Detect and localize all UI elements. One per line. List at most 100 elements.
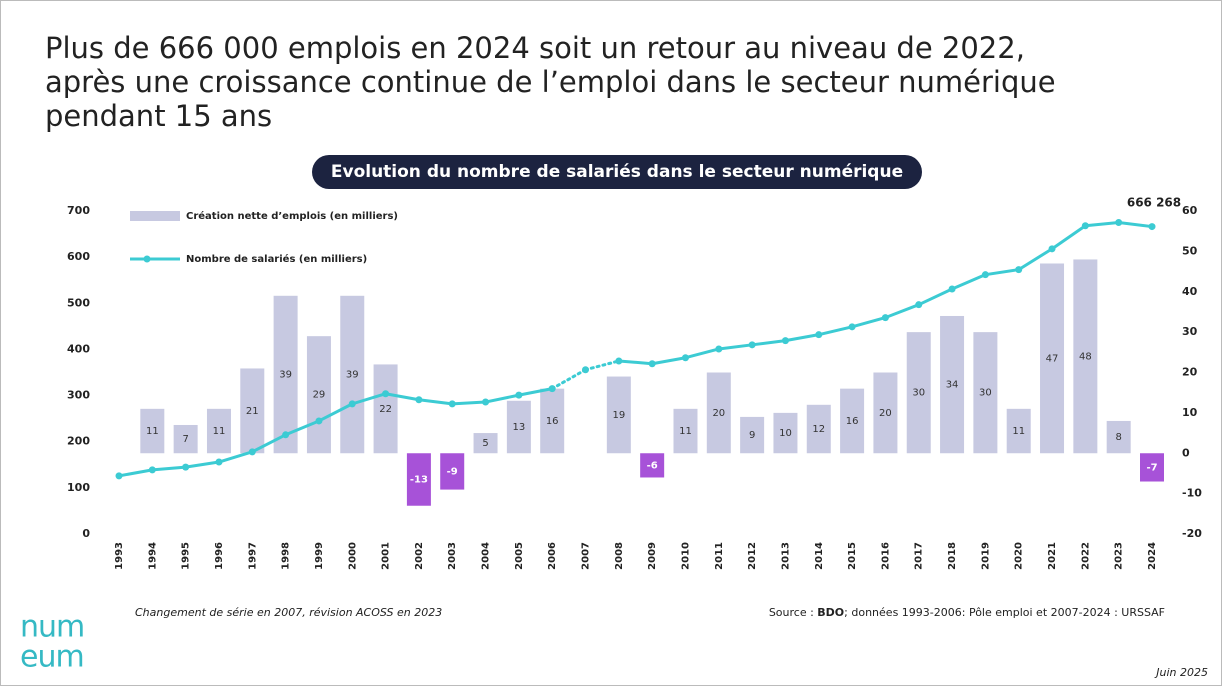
bar xyxy=(173,424,198,454)
value-label: 47 xyxy=(1046,353,1059,364)
x-tick-label: 2007 xyxy=(581,542,592,570)
x-tick-label: 2021 xyxy=(1047,542,1058,570)
line-point xyxy=(315,417,323,425)
x-tick-label: 2019 xyxy=(980,542,991,570)
line-segment xyxy=(217,450,254,464)
line-segment xyxy=(250,433,288,454)
line-point xyxy=(1081,222,1089,230)
bar xyxy=(240,368,265,454)
value-label: 11 xyxy=(146,426,159,437)
logo: eum xyxy=(20,640,84,675)
line-point xyxy=(781,337,789,345)
value-label: 9 xyxy=(749,430,755,441)
value-label: 8 xyxy=(1115,432,1121,443)
line-point xyxy=(948,285,956,293)
line-segment xyxy=(683,347,721,360)
line-segment xyxy=(450,400,488,406)
y-tick-label: 100 xyxy=(67,481,90,494)
line-segment xyxy=(484,393,521,404)
bar xyxy=(1073,259,1098,454)
x-tick-label: 2003 xyxy=(447,542,458,570)
line-segment xyxy=(184,460,221,469)
title-line: Plus de 666 000 emplois en 2024 soit un … xyxy=(45,31,1025,65)
bar xyxy=(840,388,865,454)
bar xyxy=(440,453,465,490)
value-label: 21 xyxy=(246,406,259,417)
y-tick-label: 400 xyxy=(67,342,90,355)
line-point xyxy=(382,390,390,398)
line-point xyxy=(615,357,623,365)
line-segment xyxy=(1083,221,1121,228)
value-label: 5 xyxy=(482,438,488,449)
y2-tick-label: -10 xyxy=(1182,487,1202,500)
x-tick-label: 2004 xyxy=(481,542,492,570)
line-segment xyxy=(883,303,921,320)
line-point xyxy=(1048,245,1056,253)
bar xyxy=(873,372,898,454)
x-tick-label: 2009 xyxy=(647,542,658,570)
y2-tick-label: 10 xyxy=(1182,406,1198,419)
line-segment xyxy=(150,465,188,472)
line-segment xyxy=(517,387,554,397)
value-label: 11 xyxy=(1012,426,1025,437)
line-point xyxy=(881,314,889,322)
line-point xyxy=(482,398,490,406)
value-label: 29 xyxy=(313,390,326,401)
bar xyxy=(1140,453,1164,482)
value-label: 22 xyxy=(379,404,392,415)
line-segment xyxy=(817,325,854,337)
line-point xyxy=(715,345,723,353)
value-label: 34 xyxy=(946,380,959,391)
x-tick-label: 2023 xyxy=(1114,542,1125,570)
source-part: ; données 1993-2006: Pôle emploi et 2007… xyxy=(844,606,1165,619)
bar xyxy=(640,453,665,478)
value-label: 13 xyxy=(513,422,526,433)
x-tick-label: 2017 xyxy=(914,542,925,570)
line-segment xyxy=(617,359,654,366)
chart-title: Evolution du nombre de salariés dans le … xyxy=(331,162,903,182)
value-label: 16 xyxy=(846,416,859,427)
x-tick-label: 2000 xyxy=(347,542,358,570)
y-tick-label: 700 xyxy=(67,204,90,217)
line-point xyxy=(282,431,290,439)
date: Juin 2025 xyxy=(1154,666,1208,679)
y-tick-label: 300 xyxy=(67,389,90,402)
x-tick-label: 2010 xyxy=(680,542,691,570)
x-tick-label: 2022 xyxy=(1080,542,1091,570)
bar xyxy=(506,400,531,454)
source-part: BDO xyxy=(817,606,844,619)
value-label: 11 xyxy=(679,426,692,437)
x-tick-label: 2020 xyxy=(1014,542,1025,570)
line-segment xyxy=(317,402,354,423)
y2-tick-label: 0 xyxy=(1182,446,1190,459)
line-segment xyxy=(384,392,421,402)
bar xyxy=(406,453,431,506)
x-tick-label: 2005 xyxy=(514,542,525,570)
line-point xyxy=(1115,219,1123,227)
bar xyxy=(340,295,365,454)
bar xyxy=(740,416,765,454)
logo: num xyxy=(20,610,84,645)
source-part: Source : xyxy=(769,606,817,619)
x-tick-label: 2024 xyxy=(1147,542,1158,570)
line-point xyxy=(148,466,156,474)
line-segment xyxy=(783,333,821,343)
line-segment xyxy=(717,343,754,351)
chart-title-pill xyxy=(312,155,922,189)
bar xyxy=(1006,408,1031,454)
line-segment xyxy=(983,268,1021,277)
line-segment xyxy=(850,316,887,329)
source: Source : BDO; données 1993-2006: Pôle em… xyxy=(769,606,1165,619)
line-point xyxy=(348,400,356,408)
line-segment xyxy=(917,287,954,307)
line-point xyxy=(1015,266,1023,274)
legend-swatch xyxy=(130,211,180,221)
value-label: 30 xyxy=(979,388,992,399)
bar xyxy=(673,408,698,454)
line-point xyxy=(548,385,556,393)
line-segment xyxy=(284,419,321,437)
line-point xyxy=(248,448,256,456)
y-tick-label: 0 xyxy=(82,527,90,540)
bar xyxy=(773,412,798,454)
